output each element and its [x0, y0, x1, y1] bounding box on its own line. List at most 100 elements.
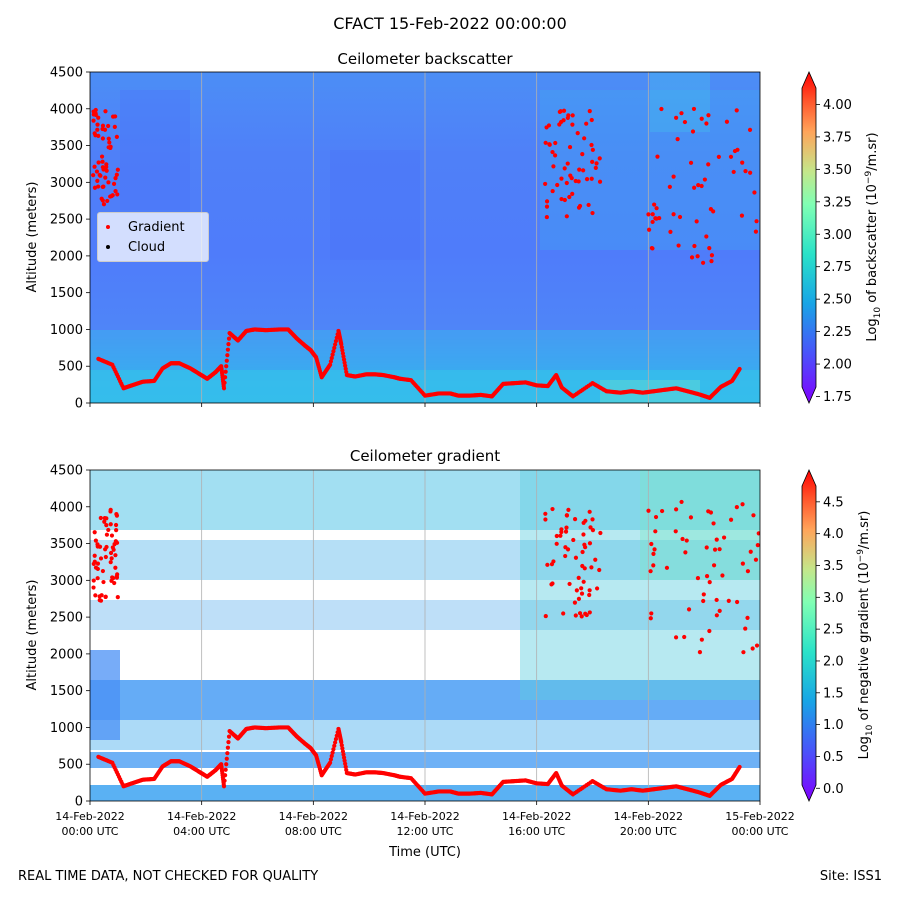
gradient-marker [223, 375, 228, 380]
gradient-marker [328, 757, 334, 762]
gradient-marker [97, 172, 102, 178]
y-tick-label: 500 [58, 758, 83, 773]
gradient-marker [329, 355, 334, 361]
gradient-marker [667, 184, 672, 189]
gradient-marker [694, 219, 699, 224]
colorbar-tick-label: 1.5 [823, 686, 844, 701]
gradient-marker [597, 156, 602, 161]
gradient-marker [737, 366, 742, 372]
colorbar-tick-label: 0.0 [823, 782, 844, 797]
gradient-marker [92, 553, 97, 558]
gradient-marker [741, 650, 746, 655]
y-tick-label: 3000 [50, 176, 83, 191]
gradient-marker [100, 123, 106, 128]
gradient-marker [587, 509, 592, 514]
gradient-marker [711, 209, 716, 214]
gradient-marker [753, 557, 759, 562]
gradient-marker [717, 608, 722, 614]
gradient-marker [709, 253, 715, 258]
gradient-marker [547, 142, 552, 147]
gradient-marker [574, 588, 579, 593]
gradient-marker [581, 520, 586, 525]
gradient-marker [655, 154, 660, 159]
gradient-gradient-markers [91, 499, 760, 798]
gradient-marker [590, 517, 595, 522]
gradient-marker [106, 527, 111, 533]
gradient-marker [682, 634, 687, 640]
gradient-marker [581, 168, 586, 173]
gradient-marker [91, 578, 96, 583]
gradient-marker [111, 547, 116, 552]
gradient-marker [103, 547, 108, 552]
gradient-marker [108, 522, 113, 527]
gradient-marker [106, 180, 111, 185]
gradient-colorbar-ticks: 0.0 0.5 1.0 1.5 2.0 2.5 3.0 3.5 4.0 4.5 [816, 495, 844, 797]
gradient-marker [95, 576, 100, 581]
y-tick-label: 4000 [50, 500, 83, 515]
gradient-marker [563, 529, 569, 534]
backscatter-colorbar-bar [801, 71, 817, 404]
gradient-marker [559, 176, 564, 181]
gradient-marker [651, 551, 656, 556]
y-tick-label: 0 [75, 397, 83, 412]
gradient-colorbar: 0.0 0.5 1.0 1.5 2.0 2.5 3.0 3.5 4.0 4.5 Log10 of … [801, 469, 875, 802]
gradient-marker [333, 342, 338, 347]
gradient-marker [589, 142, 594, 148]
gradient-marker [546, 123, 552, 128]
gradient-marker [327, 362, 333, 367]
gradient-marker [104, 162, 109, 167]
gradient-colorbar-label: Log10 of negative gradient (10−9/m.sr) [856, 511, 875, 760]
gradient-marker [573, 555, 579, 560]
gradient-marker [107, 140, 112, 145]
x-tick-label-date: 14-Feb-2022 [502, 810, 571, 823]
gradient-marker [674, 115, 679, 120]
gradient-marker [707, 246, 712, 251]
gradient-marker [584, 121, 589, 126]
gradient-marker [94, 169, 100, 174]
backscatter-panel: 0 500 1000 1500 2000 2500 3000 3500 4000 4500 Cei… [25, 50, 883, 412]
gradient-marker [114, 172, 119, 177]
gradient-marker [222, 380, 227, 385]
gradient-marker [726, 598, 731, 604]
gradient-marker [108, 507, 113, 512]
x-tick-label-time: 00:00 UTC [731, 825, 788, 838]
gradient-marker [113, 565, 118, 570]
gradient-marker [677, 214, 683, 220]
gradient-marker [564, 513, 569, 518]
gradient-marker [675, 137, 680, 142]
gradient-marker [652, 202, 657, 207]
gradient-marker [581, 579, 586, 584]
gradient-marker [648, 569, 653, 574]
gradient-marker [106, 123, 111, 129]
gradient-marker [222, 778, 227, 783]
gradient-vertical-gridlines [201, 470, 649, 801]
backscatter-colorbar-label: Log10 of backscatter (10−9/m.sr) [864, 132, 883, 341]
gradient-marker [102, 127, 108, 132]
gradient-marker [598, 530, 603, 536]
gradient-marker [653, 514, 659, 520]
gradient-marker [728, 154, 734, 159]
gradient-marker [102, 519, 107, 524]
gradient-marker [543, 613, 548, 619]
colorbar-tick-label: 2.25 [823, 325, 852, 340]
gradient-marker [646, 508, 651, 513]
gradient-marker [594, 161, 599, 166]
gradient-marker [579, 614, 584, 619]
gradient-marker [743, 169, 748, 174]
gradient-marker [550, 506, 555, 512]
gradient-marker [597, 567, 602, 573]
gradient-marker [93, 111, 98, 116]
gradient-marker [333, 740, 338, 745]
x-tick-label-time: 16:00 UTC [508, 825, 565, 838]
gradient-marker [332, 743, 337, 748]
gradient-marker [561, 108, 567, 113]
gradient-marker [686, 607, 692, 612]
gradient-marker [98, 515, 103, 521]
gradient-marker [752, 190, 757, 195]
colorbar-tick-label: 2.75 [823, 260, 852, 275]
gradient-marker [101, 167, 106, 172]
gradient-marker [739, 213, 745, 218]
gradient-marker [716, 154, 721, 159]
x-tick-label-date: 14-Feb-2022 [390, 810, 459, 823]
gradient-marker [108, 550, 114, 556]
